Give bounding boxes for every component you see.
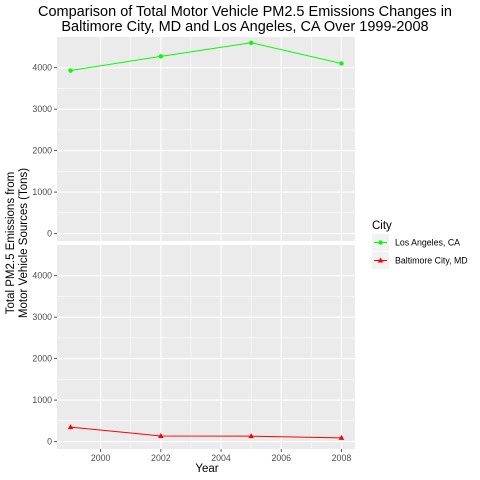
panel-1: 0 1000 2000 3000 4000 xyxy=(32,37,355,241)
data-point xyxy=(248,40,254,45)
legend-title: City xyxy=(372,220,392,232)
panel-2: 0 1000 2000 3000 4000 xyxy=(32,245,355,449)
data-point xyxy=(68,68,73,73)
x-tick-label: 2002 xyxy=(151,453,171,463)
data-point xyxy=(158,54,164,59)
y-tick-label: 3000 xyxy=(32,312,52,322)
chart-title-line-1: Comparison of Total Motor Vehicle PM2.5 … xyxy=(38,4,452,20)
y-tick-label: 4000 xyxy=(32,271,52,281)
series-line xyxy=(70,426,342,439)
x-tick-label: 2000 xyxy=(91,453,111,463)
y-tick-label: 2000 xyxy=(32,146,52,156)
data-point xyxy=(158,432,164,438)
legend-item: Baltimore City, MD xyxy=(372,252,468,269)
data-point xyxy=(339,61,344,66)
data-point xyxy=(67,424,74,430)
legend-label: Baltimore City, MD xyxy=(395,256,468,266)
legend-label: Los Angeles, CA xyxy=(395,238,460,248)
y-tick-label: 3000 xyxy=(32,104,52,114)
legend-item: Los Angeles, CA xyxy=(372,234,460,251)
y-axis-title-line-2: Motor Vehicle Sources (Tons) xyxy=(18,168,30,318)
chart-title-line-2: Baltimore City, MD and Los Angeles, CA O… xyxy=(61,19,428,35)
data-point xyxy=(338,434,345,440)
x-tick-label: 2006 xyxy=(271,453,291,463)
data-point xyxy=(248,433,254,439)
x-tick-label: 2004 xyxy=(211,453,231,463)
x-tick-label: 2008 xyxy=(332,453,352,463)
y-tick-label: 0 xyxy=(47,437,52,447)
legend-key-marker xyxy=(378,240,383,245)
series-line xyxy=(70,42,342,72)
panel-background xyxy=(57,245,355,449)
y-tick-label: 1000 xyxy=(32,187,52,197)
panel-background xyxy=(57,37,355,241)
legend: City Los Angeles, CA Baltimore City, MD xyxy=(372,220,468,269)
y-tick-label: 0 xyxy=(47,229,52,239)
y-tick-label: 4000 xyxy=(32,63,52,73)
y-axis-title-line-1: Total PM2.5 Emissions from xyxy=(5,172,17,315)
x-axis-title: Year xyxy=(195,463,218,475)
x-axis: 2000 2002 2004 2006 2008 xyxy=(91,449,351,463)
y-tick-label: 1000 xyxy=(32,395,52,405)
y-tick-label: 2000 xyxy=(32,354,52,364)
legend-key-marker xyxy=(377,257,384,263)
